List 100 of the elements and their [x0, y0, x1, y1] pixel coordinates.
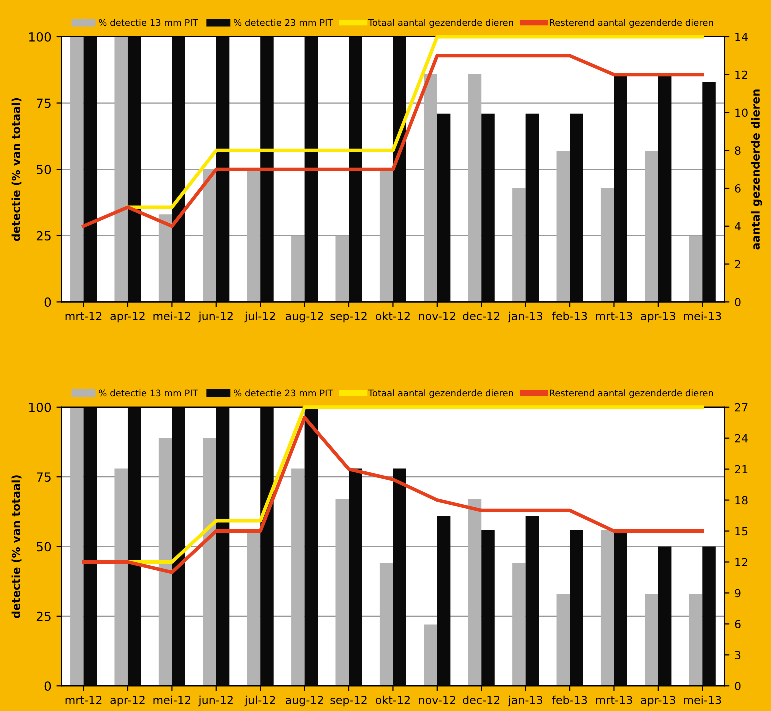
y-tick-label: 50	[37, 165, 52, 174]
legend-label: Totaal aantal gezenderde dieren	[368, 390, 514, 398]
y-tick-label: 0	[44, 298, 52, 308]
bar	[600, 530, 614, 686]
x-tick-label: okt-12	[376, 696, 410, 704]
x-tick-label: mrt-12	[66, 312, 102, 320]
y-tick-label: 25	[36, 612, 51, 622]
bar	[689, 594, 703, 686]
x-tick-label: mei-13	[684, 312, 722, 320]
bar	[203, 170, 216, 302]
x-tick-label: mei-12	[154, 696, 191, 704]
bar	[424, 74, 438, 302]
legend-label: % detectie 23 mm PIT	[234, 19, 334, 26]
x-tick-label: sep-12	[330, 312, 367, 323]
x-tick-label: nov-12	[419, 312, 456, 320]
y-tick-label: 25	[36, 231, 51, 241]
y2-tick-label: 10	[736, 108, 748, 118]
y2-tick-label: 3	[735, 651, 741, 660]
x-tick-label: mei-13	[684, 696, 722, 704]
bar	[114, 36, 128, 302]
y2-tick-label: 18	[736, 496, 748, 505]
y2-tick-label: 27	[735, 403, 748, 412]
y2-tick-label: 8	[735, 146, 741, 156]
bar	[336, 499, 350, 686]
bar	[114, 468, 128, 686]
x-tick-label: apr-13	[641, 312, 676, 323]
y2-tick-label: 12	[736, 70, 748, 80]
legend-label: Resterend aantal gezenderde dieren	[550, 390, 714, 398]
bar	[556, 594, 570, 686]
legend-label: % detectie 13 mm PIT	[99, 390, 198, 397]
y2-tick-label: 0	[735, 682, 741, 690]
bar	[158, 438, 172, 686]
bar	[645, 151, 658, 302]
bar	[468, 74, 482, 302]
bar	[380, 563, 394, 686]
x-tick-label: feb-13	[552, 312, 588, 320]
x-tick-label: sep-12	[330, 696, 367, 707]
y2-tick-label: 6	[735, 620, 741, 629]
bar	[292, 468, 305, 686]
y2-tick-label: 21	[735, 465, 748, 474]
x-tick-label: jul-12	[244, 696, 276, 707]
bar	[247, 170, 261, 302]
x-tick-label: jul-12	[244, 312, 276, 323]
x-tick-label: feb-13	[552, 696, 588, 704]
bar	[689, 236, 703, 302]
x-tick-label: dec-12	[463, 696, 500, 704]
y2-tick-label: 0	[735, 298, 741, 307]
y-axis-title: detectie (% van totaal)	[12, 98, 22, 242]
y-tick-label: 75	[37, 472, 51, 482]
y2-tick-label: 24	[735, 434, 748, 443]
bar	[512, 563, 526, 686]
y-tick-label: 50	[37, 542, 52, 552]
x-tick-label: aug-12	[286, 696, 324, 707]
bar	[203, 438, 216, 686]
x-tick-label: mei-12	[154, 312, 191, 320]
x-tick-label: aug-12	[286, 312, 324, 323]
y2-tick-label: 12	[736, 558, 748, 566]
bar	[600, 188, 614, 302]
y2-tick-label: 4	[735, 222, 741, 231]
x-tick-label: jun-12	[198, 312, 233, 323]
legend-label: Totaal aantal gezenderde dieren	[368, 19, 514, 28]
y2-axis-title: aantal gezenderde dieren	[751, 90, 762, 250]
y2-tick-label: 15	[736, 527, 748, 536]
line-series	[82, 54, 704, 228]
x-tick-label: jun-12	[198, 696, 233, 707]
x-tick-label: apr-13	[641, 696, 676, 707]
bar	[556, 151, 570, 302]
x-tick-label: mrt-12	[66, 696, 102, 704]
bar	[512, 188, 526, 302]
bar	[70, 36, 84, 302]
y-tick-label: 100	[29, 402, 52, 412]
bar	[292, 236, 305, 302]
bar	[424, 624, 438, 686]
bar	[336, 236, 350, 302]
bar	[380, 170, 394, 302]
bar	[158, 214, 172, 302]
y2-tick-label: 9	[735, 589, 741, 598]
legend-label: % detectie 13 mm PIT	[99, 19, 198, 26]
y2-tick-label: 14	[736, 33, 748, 42]
x-tick-label: mrt-13	[596, 696, 632, 704]
y2-tick-label: 6	[735, 184, 741, 193]
y-tick-label: 0	[44, 682, 52, 692]
bar	[468, 499, 482, 686]
y-tick-label: 75	[37, 98, 51, 108]
x-tick-label: apr-12	[110, 312, 145, 323]
legend-label: % detectie 23 mm PIT	[234, 390, 334, 397]
legend-label: Resterend aantal gezenderde dieren	[550, 19, 714, 28]
bar	[70, 407, 84, 686]
x-tick-label: mrt-13	[596, 312, 632, 320]
line-series	[82, 416, 704, 574]
x-tick-label: nov-12	[419, 696, 456, 704]
y-tick-label: 100	[29, 32, 52, 42]
y2-tick-label: 2	[735, 260, 740, 269]
x-tick-label: jan-13	[508, 696, 542, 707]
x-tick-label: apr-12	[110, 696, 145, 707]
bar	[645, 594, 658, 686]
x-tick-label: dec-12	[463, 312, 500, 320]
y-axis-title: detectie (% van totaal)	[12, 476, 22, 618]
x-tick-label: jan-13	[508, 312, 542, 323]
x-tick-label: okt-12	[376, 312, 410, 320]
